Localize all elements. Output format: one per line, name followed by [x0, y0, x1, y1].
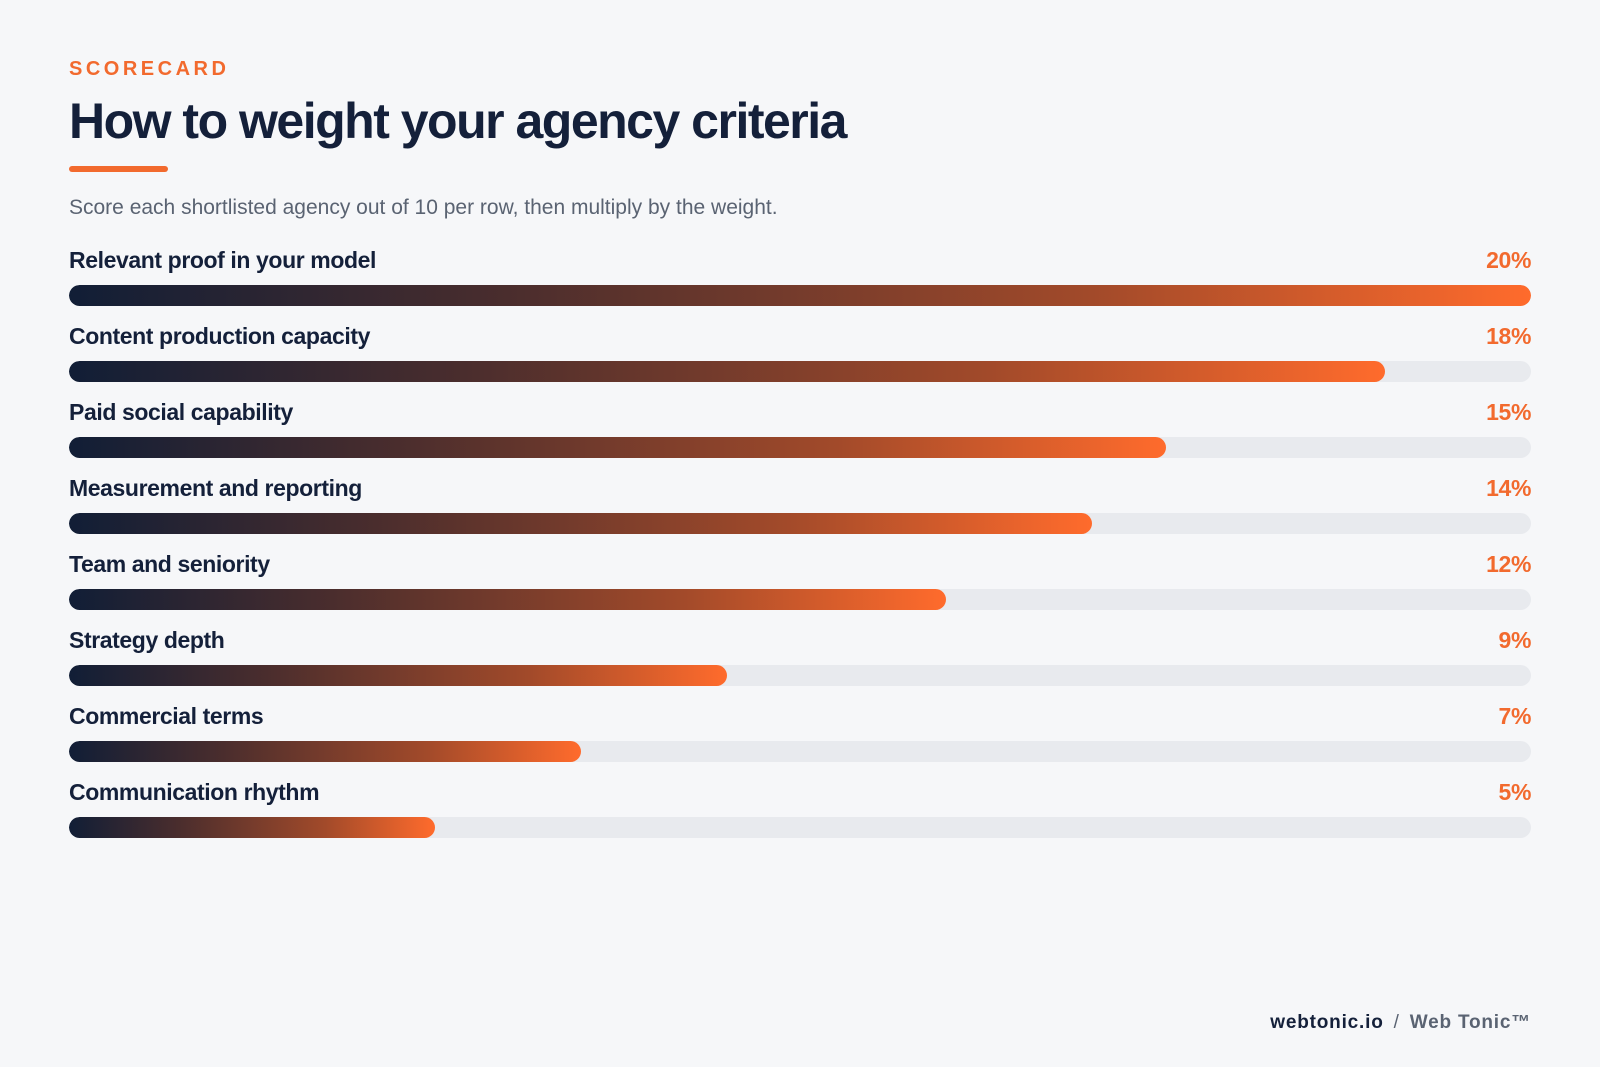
chart-row: Communication rhythm 5% — [69, 776, 1531, 844]
bar-track — [69, 437, 1531, 458]
category-label: Commercial terms — [69, 703, 264, 729]
bar — [69, 513, 1092, 534]
bar-track — [69, 817, 1531, 838]
category-label: Relevant proof in your model — [69, 247, 377, 273]
footer-brand: Web Tonic™ — [1409, 1012, 1531, 1033]
value-label: 12% — [1486, 551, 1531, 577]
chart-row: Commercial terms 7% — [69, 700, 1531, 768]
chart-row: Strategy depth 9% — [69, 624, 1531, 692]
bar-track — [69, 513, 1531, 534]
value-label: 14% — [1486, 475, 1531, 501]
chart-row: Team and seniority 12% — [69, 548, 1531, 616]
page-subtitle: Score each shortlisted agency out of 10 … — [69, 196, 778, 219]
bar — [69, 665, 727, 686]
category-label: Measurement and reporting — [69, 475, 362, 501]
chart-row: Relevant proof in your model 20% — [69, 244, 1531, 312]
bar-track — [69, 589, 1531, 610]
bar-track — [69, 665, 1531, 686]
chart-row: Measurement and reporting 14% — [69, 472, 1531, 540]
value-label: 5% — [1498, 779, 1532, 805]
bar — [69, 361, 1385, 382]
bar — [69, 437, 1166, 458]
bar-track — [69, 285, 1531, 306]
category-label: Communication rhythm — [69, 779, 320, 805]
footer-domain: webtonic.io — [1270, 1012, 1384, 1033]
value-label: 18% — [1486, 323, 1531, 349]
bar — [69, 741, 581, 762]
chart-row: Content production capacity 18% — [69, 320, 1531, 388]
chart-row: Paid social capability 15% — [69, 396, 1531, 464]
value-label: 15% — [1486, 399, 1531, 425]
category-label: Content production capacity — [69, 323, 370, 349]
bar — [69, 285, 1531, 306]
category-label: Strategy depth — [69, 627, 225, 653]
bar — [69, 589, 946, 610]
title-underline — [69, 166, 168, 172]
bar-track — [69, 741, 1531, 762]
category-label: Team and seniority — [69, 551, 270, 577]
page-title: How to weight your agency criteria — [69, 93, 847, 149]
value-label: 20% — [1486, 247, 1531, 273]
bar — [69, 817, 435, 838]
category-label: Paid social capability — [69, 399, 293, 425]
value-label: 7% — [1498, 703, 1532, 729]
value-label: 9% — [1498, 627, 1532, 653]
footer-separator: / — [1393, 1012, 1400, 1033]
footer-credit: webtonic.io / Web Tonic™ — [1270, 1012, 1531, 1034]
bar-track — [69, 361, 1531, 382]
eyebrow-label: SCORECARD — [69, 58, 230, 80]
scorecard-page: SCORECARD How to weight your agency crit… — [69, 0, 1531, 1067]
